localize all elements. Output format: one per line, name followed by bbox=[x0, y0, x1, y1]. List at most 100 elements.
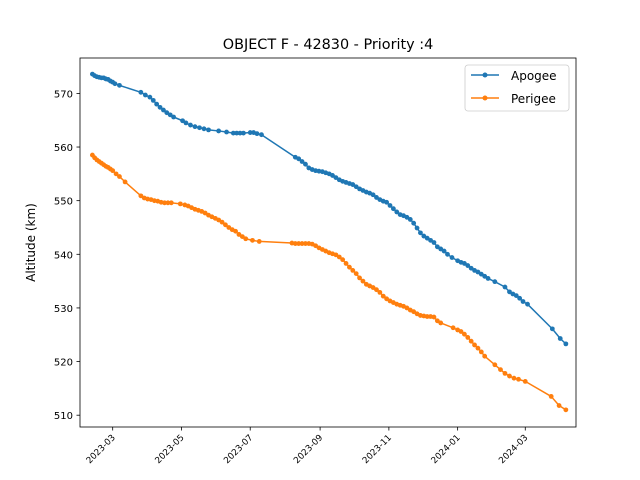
perigee-point bbox=[256, 239, 262, 244]
apogee-point bbox=[171, 114, 176, 120]
y-tick-label: 510 bbox=[54, 411, 73, 422]
perigee-point bbox=[380, 293, 386, 299]
apogee-point bbox=[411, 220, 417, 226]
perigee-point bbox=[122, 179, 128, 185]
legend-box bbox=[464, 64, 570, 112]
perigee-point bbox=[243, 236, 249, 242]
perigee-point bbox=[117, 174, 122, 179]
perigee-point bbox=[350, 267, 356, 273]
apogee-point bbox=[563, 341, 569, 347]
apogee-point bbox=[449, 255, 455, 260]
apogee-point bbox=[394, 209, 400, 215]
apogee-point bbox=[407, 217, 413, 222]
apogee-point bbox=[234, 130, 240, 136]
apogee-point bbox=[254, 131, 260, 137]
apogee-point bbox=[299, 159, 305, 164]
apogee-point bbox=[520, 299, 526, 304]
apogee-point bbox=[390, 206, 396, 212]
perigee-point bbox=[360, 278, 366, 284]
apogee-point bbox=[192, 124, 198, 130]
apogee-point bbox=[241, 130, 246, 136]
apogee-point bbox=[296, 156, 302, 162]
apogee-point bbox=[441, 248, 447, 254]
apogee-point bbox=[138, 89, 144, 95]
apogee-point bbox=[259, 132, 264, 138]
apogee-point bbox=[370, 192, 376, 198]
y-axis-label: Altitude (km) bbox=[24, 203, 38, 282]
perigee-point bbox=[353, 271, 359, 277]
apogee-point bbox=[492, 279, 498, 285]
apogee-point bbox=[485, 276, 491, 281]
perigee-point bbox=[299, 241, 305, 246]
y-tick-label: 540 bbox=[54, 250, 73, 261]
y-tick-label: 550 bbox=[54, 197, 73, 208]
perigee-point bbox=[340, 257, 346, 263]
apogee-point bbox=[188, 122, 193, 128]
apogee-point bbox=[465, 263, 471, 268]
apogee-point bbox=[557, 336, 563, 341]
apogee-point bbox=[197, 125, 202, 131]
perigee-point bbox=[465, 335, 471, 340]
perigee-point bbox=[475, 345, 481, 351]
legend-perigee-label: Perigee bbox=[511, 92, 556, 106]
perigee-point bbox=[511, 375, 517, 381]
apogee-point bbox=[387, 203, 393, 208]
legend: Apogee Perigee bbox=[464, 64, 570, 112]
perigee-point bbox=[219, 219, 225, 225]
perigee-point bbox=[162, 200, 167, 206]
apogee-point bbox=[247, 130, 253, 135]
perigee-point bbox=[458, 329, 464, 334]
perigee-point bbox=[303, 241, 308, 246]
perigee-point bbox=[462, 331, 467, 337]
perigee-point bbox=[438, 320, 444, 326]
y-tick-label: 560 bbox=[54, 143, 73, 154]
perigee-point bbox=[502, 370, 508, 376]
perigee-point bbox=[296, 241, 302, 246]
perigee-series bbox=[90, 152, 569, 413]
perigee-point bbox=[478, 349, 484, 355]
apogee-point bbox=[418, 230, 423, 236]
y-axis: 510 520 530 540 550 560 570 bbox=[54, 89, 80, 422]
apogee-point bbox=[201, 126, 207, 132]
perigee-point bbox=[177, 201, 183, 207]
apogee-point bbox=[154, 101, 160, 107]
apogee-point bbox=[445, 251, 450, 257]
perigee-point bbox=[347, 264, 352, 270]
perigee-point bbox=[556, 403, 562, 408]
apogee-point bbox=[431, 240, 437, 245]
apogee-point bbox=[303, 161, 308, 167]
apogee-point bbox=[517, 295, 523, 301]
perigee-point bbox=[374, 287, 379, 293]
perigee-point bbox=[357, 275, 362, 281]
plot-area-frame bbox=[79, 57, 577, 428]
perigee-point bbox=[431, 314, 437, 320]
perigee-point bbox=[482, 353, 488, 359]
perigee-point bbox=[548, 394, 554, 399]
y-tick-label: 520 bbox=[54, 358, 73, 369]
apogee-point bbox=[112, 81, 118, 87]
apogee-point bbox=[549, 326, 555, 332]
perigee-point bbox=[223, 222, 228, 228]
apogee-point bbox=[224, 129, 229, 135]
apogee-point bbox=[230, 130, 236, 136]
perigee-point bbox=[165, 200, 171, 206]
perigee-point bbox=[498, 367, 503, 373]
apogee-point bbox=[157, 104, 163, 110]
perigee-point bbox=[292, 241, 298, 246]
perigee-point bbox=[516, 376, 521, 382]
apogee-point bbox=[183, 120, 189, 126]
perigee-point bbox=[113, 171, 119, 177]
perigee-point bbox=[343, 261, 349, 266]
legend-perigee-marker bbox=[482, 95, 488, 101]
apogee-point bbox=[161, 107, 166, 113]
perigee-point bbox=[522, 379, 528, 384]
apogee-point bbox=[513, 293, 519, 298]
perigee-point bbox=[233, 228, 238, 234]
legend-apogee-marker bbox=[482, 72, 488, 78]
perigee-point bbox=[468, 338, 474, 344]
perigee-point bbox=[250, 237, 255, 243]
perigee-point bbox=[168, 200, 174, 206]
apogee-point bbox=[414, 225, 420, 231]
apogee-point bbox=[216, 128, 222, 134]
